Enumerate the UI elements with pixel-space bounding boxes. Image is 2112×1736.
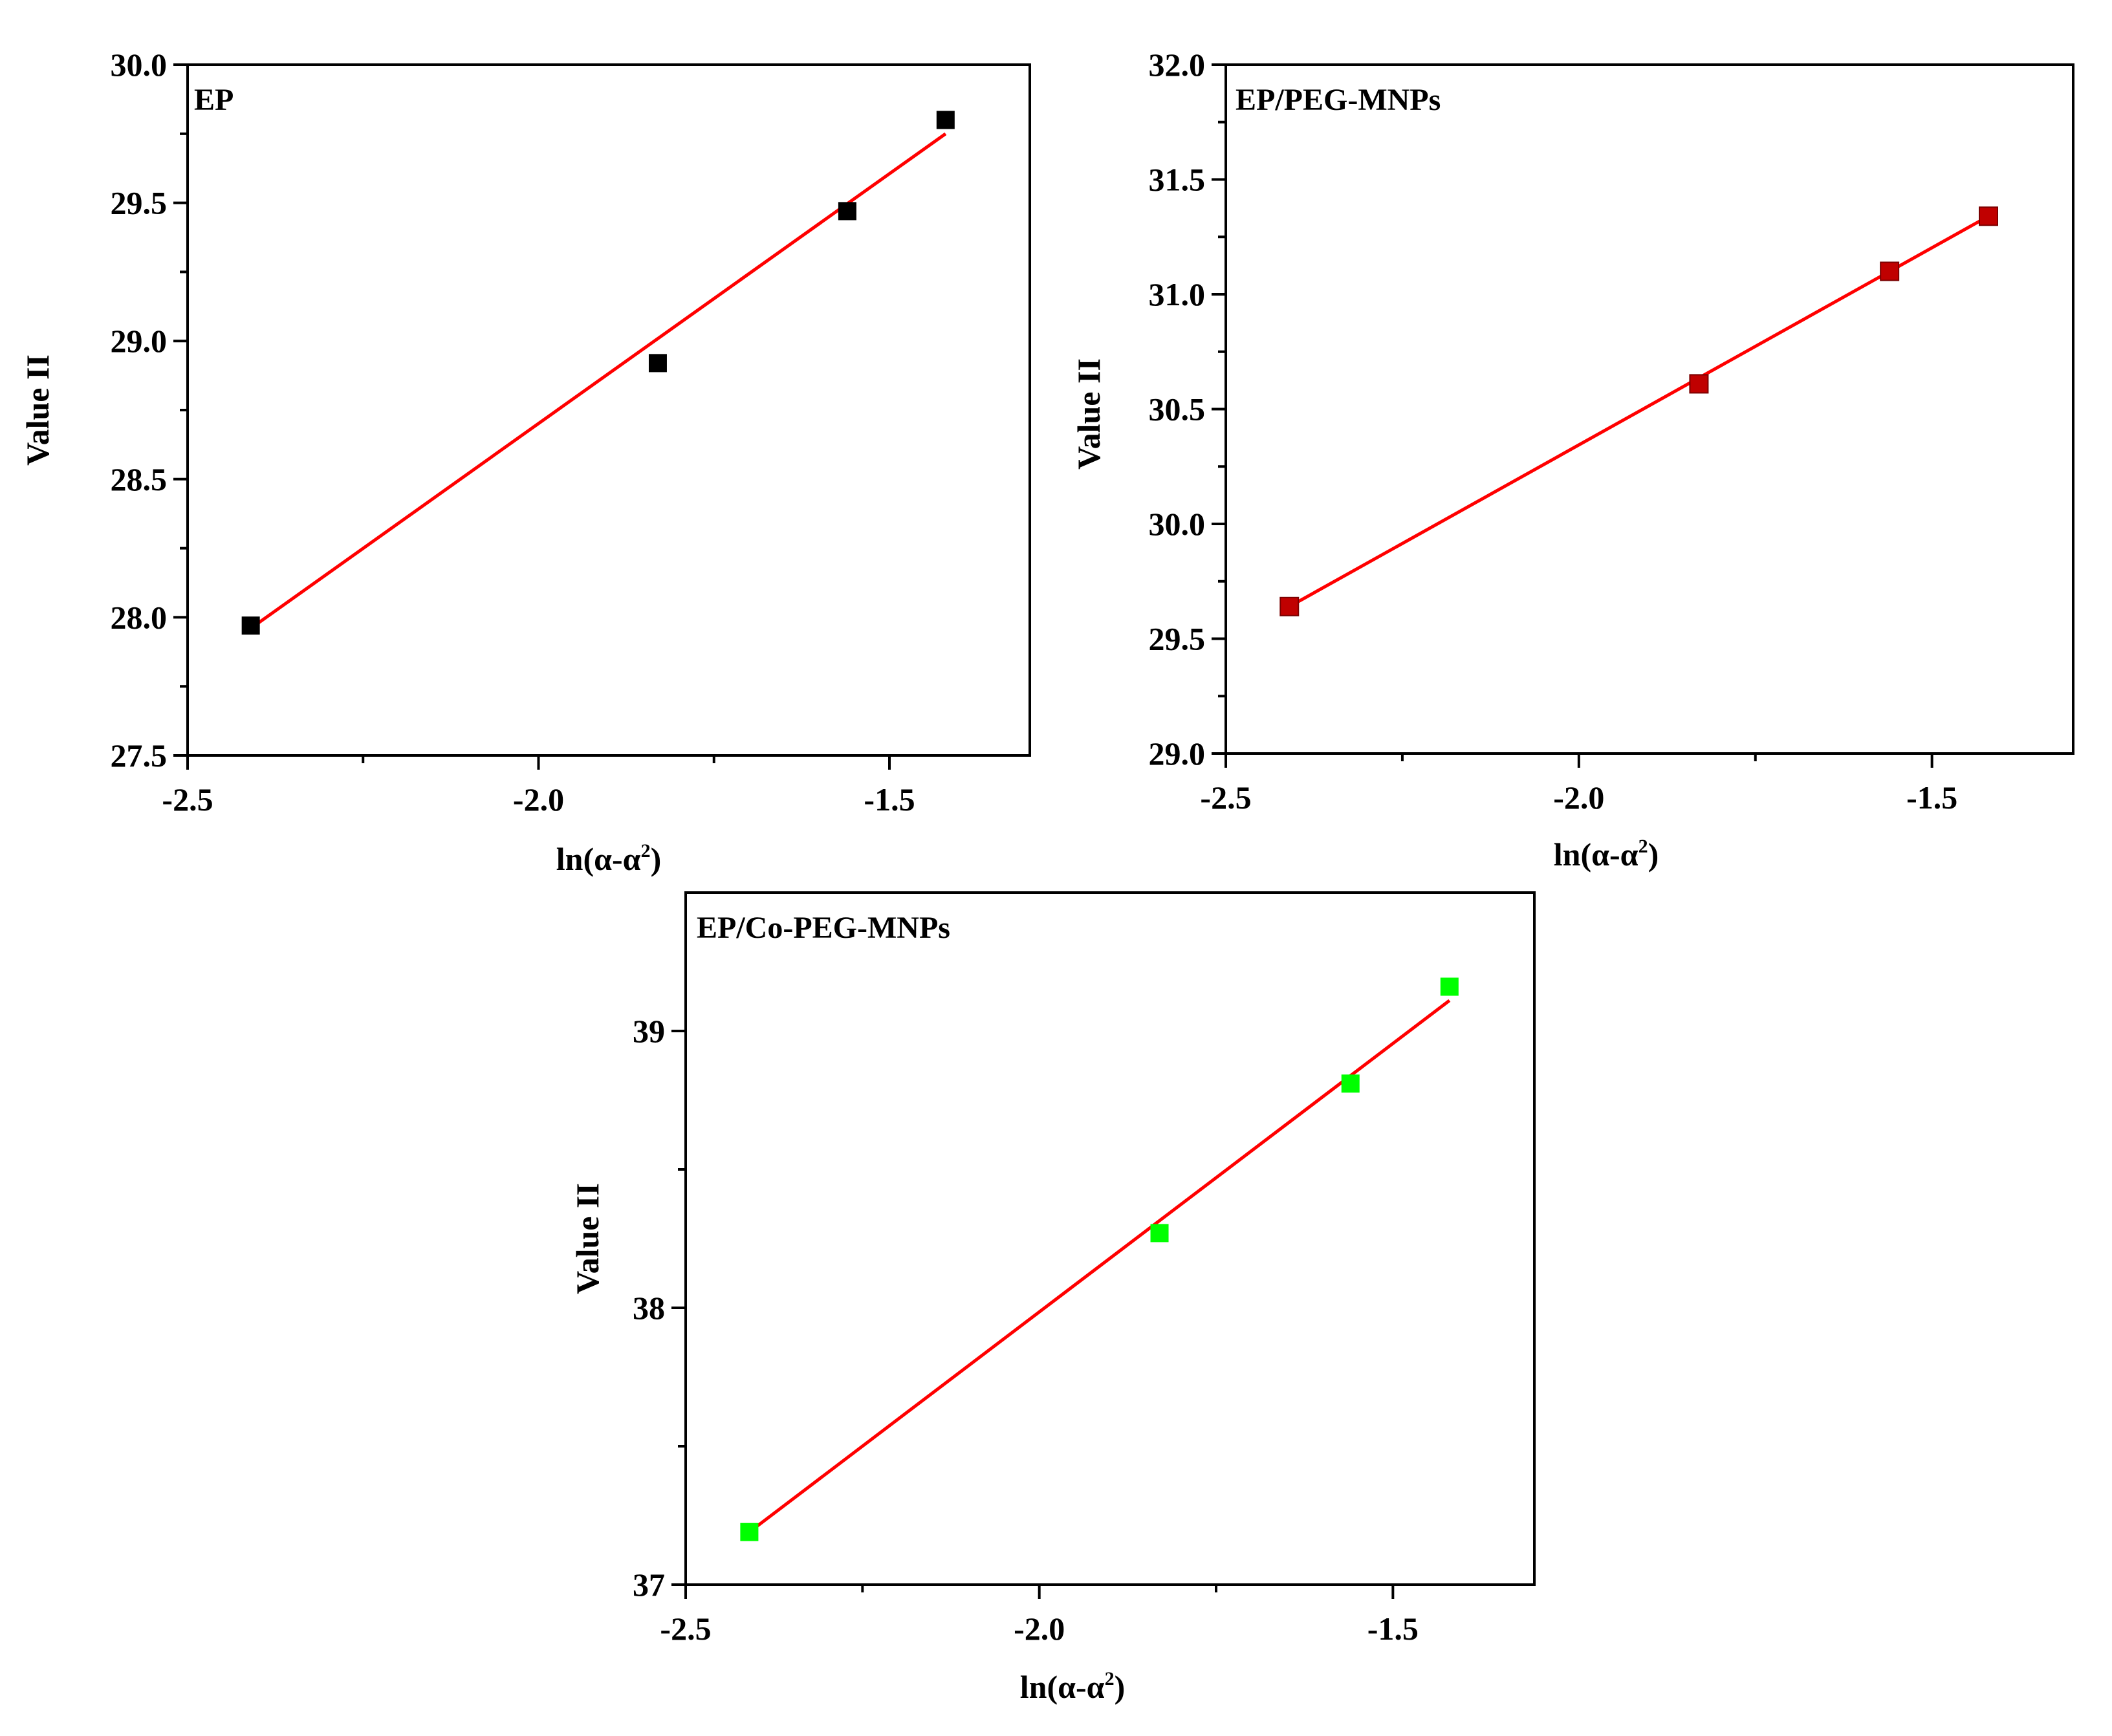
plot-frame [684, 891, 1536, 1586]
x-tick-label: -2.5 [660, 1611, 711, 1647]
y-axis-title: Value II [19, 354, 56, 466]
x-axis-title: ln(α-α2) [1020, 1668, 1125, 1705]
y-tick-label: 39 [633, 1013, 665, 1049]
y-tick-label: 29.5 [1149, 621, 1206, 657]
x-tick-label: -2.5 [1200, 779, 1251, 816]
panel-label: EP [194, 83, 234, 117]
x-axis-title-close: ) [651, 841, 662, 877]
data-point [1341, 1074, 1360, 1093]
y-axis-title: Value II [1071, 358, 1107, 470]
x-tick-label: -2.5 [162, 781, 213, 818]
fit-line-group [250, 132, 947, 630]
fit-line [748, 999, 1451, 1534]
y-tick-label: 32.0 [1149, 47, 1206, 83]
data-point [1440, 977, 1459, 996]
tick-group: -2.5 -2.0 -1.5 29.0 29.5 30.0 30.5 31.0 31.5 32.0 [1149, 47, 1958, 816]
marker-group [1279, 206, 1998, 616]
y-tick-label: 31.5 [1149, 162, 1206, 198]
data-point [838, 202, 856, 221]
x-tick-label: -2.0 [1553, 779, 1604, 816]
fit-line-group [748, 999, 1451, 1534]
y-tick-label: 28.5 [111, 461, 168, 497]
tick-group: -2.5 -2.0 -1.5 37 38 39 [633, 1013, 1419, 1647]
data-point [936, 111, 955, 129]
y-tick-label: 37 [633, 1567, 665, 1603]
x-axis-title: ln(α-α2) [556, 840, 661, 877]
x-tick-label: -2.0 [1014, 1611, 1065, 1647]
chart-panel-ep-peg-mnps: EP/PEG-MNPs Value II ln(α-α2) -2.5 -2.0 -1… [1071, 47, 2074, 873]
x-axis-title-superscript: 2 [641, 840, 651, 862]
data-point [1689, 374, 1709, 394]
data-point [1150, 1224, 1169, 1242]
y-tick-label: 30.5 [1149, 391, 1206, 428]
data-point [241, 616, 260, 635]
y-tick-label: 28.0 [111, 599, 168, 635]
y-tick-label: 27.5 [111, 737, 168, 774]
y-tick-label: 30.0 [1149, 506, 1206, 542]
x-tick-label: -1.5 [1906, 779, 1957, 816]
y-tick-label: 30.0 [111, 47, 168, 83]
y-tick-label: 31.0 [1149, 276, 1206, 312]
panel-label: EP/Co-PEG-MNPs [697, 911, 950, 945]
marker-group [241, 111, 955, 635]
x-tick-label: -2.0 [513, 781, 564, 818]
marker-group [740, 977, 1459, 1541]
data-point [740, 1523, 759, 1541]
x-axis-title-superscript: 2 [1105, 1668, 1115, 1689]
data-point [1880, 261, 1900, 281]
x-tick-label: -1.5 [1367, 1611, 1419, 1647]
x-axis-title-superscript: 2 [1638, 836, 1648, 857]
x-tick-label: -1.5 [864, 781, 915, 818]
plot-frame [186, 63, 1031, 757]
y-tick-label: 29.5 [111, 185, 168, 221]
y-tick-label: 38 [633, 1290, 665, 1326]
data-point [648, 354, 667, 373]
fit-line [1289, 215, 1990, 608]
x-axis-title-main: ln(α-α [1554, 836, 1638, 873]
tick-group: -2.5 -2.0 -1.5 27.5 28.0 28.5 29.0 29.5 30.0 [111, 47, 915, 818]
data-point [1279, 596, 1300, 616]
chart-panel-ep: EP Value II ln(α-α2) -2.5 -2.0 -1.5 27.5 28.… [19, 47, 1031, 877]
plot-frame [1225, 63, 2074, 755]
x-axis-title-close: ) [1648, 836, 1659, 873]
fit-line-group [1289, 215, 1990, 608]
y-axis-title: Value II [569, 1183, 605, 1294]
data-point [1979, 206, 1998, 226]
panel-label: EP/PEG-MNPs [1236, 83, 1441, 117]
chart-panel-ep-co-peg-mnps: EP/Co-PEG-MNPs Value II ln(α-α2) -2.5 -2.… [569, 891, 1536, 1705]
x-axis-title-close: ) [1115, 1669, 1126, 1705]
y-tick-label: 29.0 [1149, 735, 1206, 772]
x-axis-title-main: ln(α-α [1020, 1669, 1105, 1705]
y-tick-label: 29.0 [111, 323, 168, 359]
x-axis-title: ln(α-α2) [1554, 836, 1659, 873]
fit-line [250, 132, 947, 630]
x-axis-title-main: ln(α-α [556, 841, 641, 877]
